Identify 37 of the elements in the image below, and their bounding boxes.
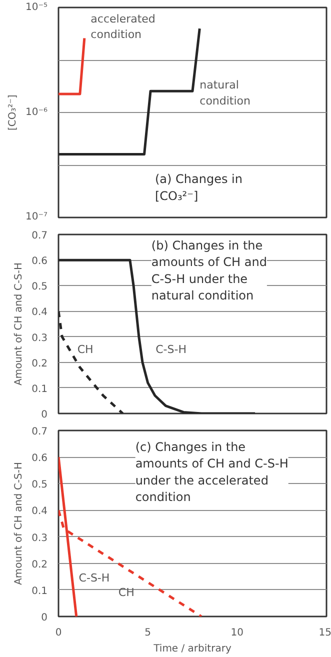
text: (a) Changes in bbox=[154, 172, 242, 186]
annotation: (c) Changes in the amounts of CH and C-S-H under the accelerated condition bbox=[135, 440, 288, 504]
y-tick-label: 0 bbox=[41, 612, 48, 624]
y-tick-label: 0.1 bbox=[32, 384, 48, 395]
y-tick-label: 0.3 bbox=[32, 532, 48, 544]
y-tick-label: 10⁻⁵ bbox=[25, 2, 48, 13]
y-tick-label: 0.6 bbox=[32, 256, 48, 268]
y-tick-label: 0.7 bbox=[32, 230, 48, 242]
y-axis-title: [CO₃²⁻] bbox=[154, 189, 198, 204]
series-label: CH bbox=[118, 586, 134, 600]
y-tick-label: 0.5 bbox=[32, 282, 48, 293]
y-tick-label: 0 bbox=[41, 410, 48, 420]
x-tick-label: 15 bbox=[318, 628, 331, 638]
y-tick-label: 0.6 bbox=[32, 453, 48, 464]
y-axis-title: Amount of CH and C-S-H bbox=[14, 462, 25, 586]
y-tick-label: 0.2 bbox=[32, 559, 48, 570]
annotation: (b) Changes in the amounts of CH and C-S-H under the natural condition bbox=[151, 238, 267, 303]
y-tick-label: 10⁻⁷ bbox=[25, 212, 48, 222]
x-tick-label: 0 bbox=[55, 628, 62, 638]
y-tick-label: 0.4 bbox=[32, 506, 48, 518]
x-tick-label: 10 bbox=[230, 628, 244, 638]
text: [CO₃²⁻] bbox=[7, 94, 18, 130]
x-tick-label: 5 bbox=[144, 628, 152, 638]
y-tick-label: 10⁻⁶ bbox=[25, 107, 48, 118]
series-label: C-S-H bbox=[78, 571, 110, 584]
y-tick-label: 0.2 bbox=[32, 358, 48, 370]
x-axis-title: Time / arbitrary bbox=[152, 644, 232, 654]
series-label: accelerated condition bbox=[90, 12, 156, 41]
series-label: C-S-H bbox=[156, 343, 186, 356]
series-label: natural condition bbox=[200, 78, 251, 108]
y-tick-label: 0.4 bbox=[32, 307, 48, 318]
y-axis-title: Amount of CH and C-S-H bbox=[14, 262, 25, 386]
y-tick-label: 0.3 bbox=[32, 332, 48, 344]
series-label: CH bbox=[77, 343, 94, 356]
y-tick-label: 0.5 bbox=[32, 480, 48, 491]
y-tick-label: 0.1 bbox=[32, 586, 48, 597]
y-tick-label: 0.7 bbox=[32, 426, 48, 438]
